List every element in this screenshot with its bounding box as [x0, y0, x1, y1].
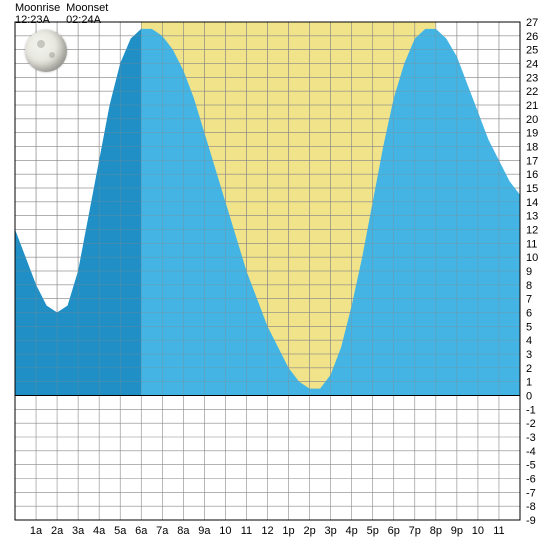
svg-text:7: 7 — [526, 294, 532, 306]
chart-svg: 1a2a3a4a5a6a7a8a9a1011121p2p3p4p5p6p7p8p… — [0, 0, 550, 550]
svg-text:2p: 2p — [303, 525, 315, 537]
svg-text:5: 5 — [526, 321, 532, 333]
svg-text:24: 24 — [526, 59, 538, 71]
svg-text:10: 10 — [472, 525, 484, 537]
svg-text:2a: 2a — [51, 525, 64, 537]
svg-text:9p: 9p — [451, 525, 463, 537]
svg-text:3p: 3p — [325, 525, 337, 537]
svg-text:9a: 9a — [198, 525, 211, 537]
moonset-time: 02:24A — [66, 14, 101, 26]
svg-text:9: 9 — [526, 266, 532, 278]
svg-text:4a: 4a — [93, 525, 106, 537]
svg-text:14: 14 — [526, 197, 538, 209]
moonrise-time: 12:23A — [15, 14, 63, 26]
svg-text:8: 8 — [526, 280, 532, 292]
moon-phase-icon — [25, 30, 67, 72]
svg-text:27: 27 — [526, 17, 538, 29]
svg-text:-6: -6 — [526, 474, 536, 486]
moonset-label: Moonset — [66, 2, 108, 14]
svg-text:17: 17 — [526, 155, 538, 167]
svg-text:6a: 6a — [135, 525, 148, 537]
svg-text:-9: -9 — [526, 515, 536, 527]
svg-text:25: 25 — [526, 45, 538, 57]
svg-text:-1: -1 — [526, 404, 536, 416]
svg-text:19: 19 — [526, 128, 538, 140]
svg-text:16: 16 — [526, 169, 538, 181]
svg-text:5p: 5p — [367, 525, 379, 537]
svg-text:26: 26 — [526, 31, 538, 43]
svg-text:-3: -3 — [526, 432, 536, 444]
svg-text:21: 21 — [526, 100, 538, 112]
svg-text:10: 10 — [219, 525, 231, 537]
svg-text:-5: -5 — [526, 460, 536, 472]
svg-text:2: 2 — [526, 363, 532, 375]
svg-text:-2: -2 — [526, 418, 536, 430]
svg-text:-4: -4 — [526, 446, 536, 458]
svg-text:12: 12 — [526, 225, 538, 237]
svg-text:6p: 6p — [388, 525, 400, 537]
tide-moon-chart: Moonrise Moonset 12:23A 02:24A 1a 2a 3a 4a 5… — [0, 0, 550, 550]
svg-text:4p: 4p — [346, 525, 358, 537]
svg-text:11: 11 — [241, 525, 252, 537]
svg-text:11: 11 — [526, 238, 537, 250]
svg-text:0: 0 — [526, 391, 532, 403]
svg-text:5a: 5a — [114, 525, 127, 537]
svg-text:3: 3 — [526, 349, 532, 361]
svg-text:20: 20 — [526, 114, 538, 126]
svg-text:-8: -8 — [526, 501, 536, 513]
svg-text:10: 10 — [526, 252, 538, 264]
svg-text:1: 1 — [526, 377, 532, 389]
svg-text:15: 15 — [526, 183, 538, 195]
svg-text:11: 11 — [493, 525, 504, 537]
svg-text:-7: -7 — [526, 487, 536, 499]
svg-text:8a: 8a — [177, 525, 190, 537]
svg-text:6: 6 — [526, 308, 532, 320]
svg-text:7p: 7p — [409, 525, 421, 537]
svg-text:12: 12 — [261, 525, 273, 537]
svg-text:22: 22 — [526, 86, 538, 98]
svg-text:4: 4 — [526, 335, 532, 347]
svg-text:7a: 7a — [156, 525, 169, 537]
svg-text:8p: 8p — [430, 525, 442, 537]
moonrise-label: Moonrise — [15, 2, 63, 14]
chart-header: Moonrise Moonset 12:23A 02:24A — [15, 2, 108, 26]
svg-text:3a: 3a — [72, 525, 85, 537]
svg-text:1a: 1a — [30, 525, 43, 537]
svg-text:13: 13 — [526, 211, 538, 223]
svg-text:18: 18 — [526, 142, 538, 154]
svg-text:23: 23 — [526, 72, 538, 84]
svg-text:1p: 1p — [282, 525, 294, 537]
